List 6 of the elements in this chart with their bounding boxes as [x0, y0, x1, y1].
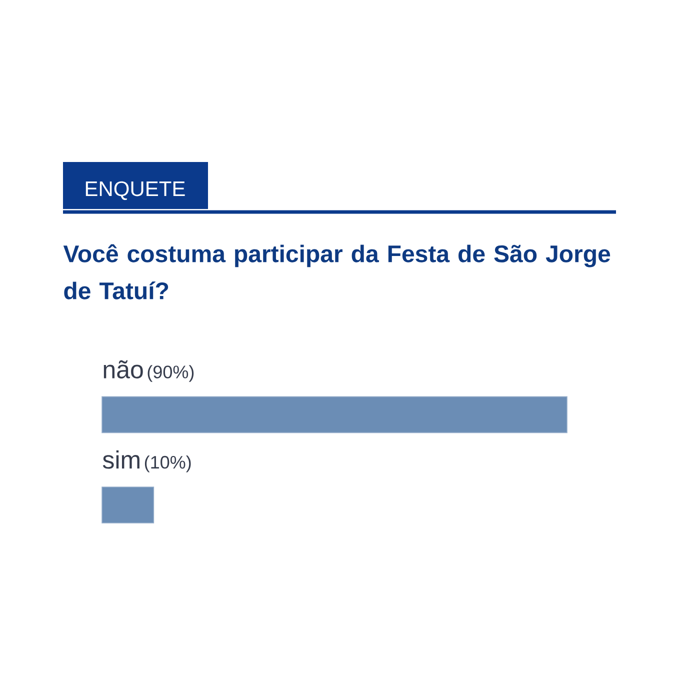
y-tick-label: sim — [102, 450, 140, 469]
data-label: (90%) — [148, 365, 194, 382]
y-tick-label: não — [104, 360, 143, 378]
data-label: (10%) — [144, 455, 191, 472]
chart-title: Você costuma participar da Festa de São Jorge de Tatuí? — [63, 244, 610, 300]
text: ENQUETE — [86, 181, 185, 200]
